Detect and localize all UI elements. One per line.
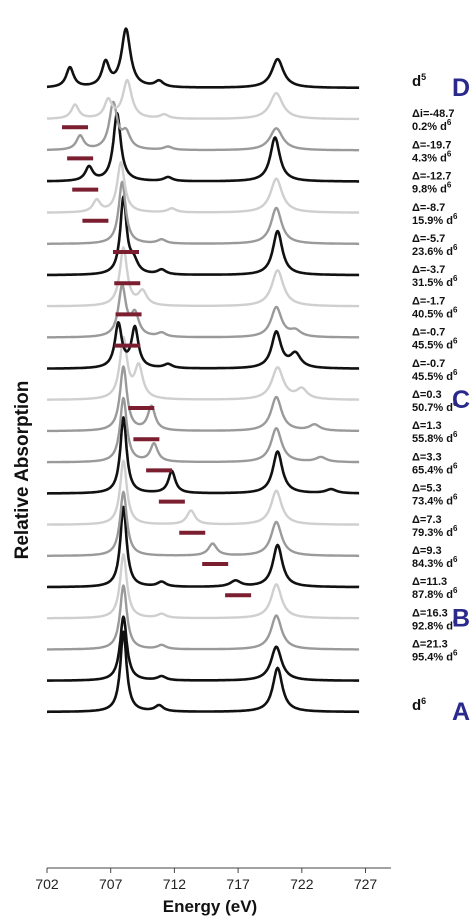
trace-label-1: Δi=-48.7 xyxy=(412,108,454,120)
trace-percent-11: 55.8% d6 xyxy=(412,430,458,445)
trace-label-4: Δ=-8.7 xyxy=(412,202,445,214)
trace-percent-6: 31.5% d6 xyxy=(412,274,458,289)
trace-label-10: Δ=0.3 xyxy=(412,389,442,401)
trace-percent-14: 79.3% d6 xyxy=(412,524,458,539)
spectrum-trace-5 xyxy=(46,180,360,245)
spectrum-trace-6 xyxy=(46,195,360,277)
trace-percent-12: 65.4% d6 xyxy=(412,461,458,476)
spectrum-trace-19 xyxy=(46,615,360,682)
trace-percent-2: 4.3% d6 xyxy=(412,149,452,164)
trace-label-13: Δ=5.3 xyxy=(412,483,442,495)
spectrum-trace-7 xyxy=(46,246,360,308)
trace-percent-8: 45.5% d6 xyxy=(412,337,458,352)
y-axis-label: Relative Absorption xyxy=(12,381,33,560)
trace-label-9: Δ=-0.7 xyxy=(412,358,445,370)
x-tick-label-0: 702 xyxy=(35,876,59,892)
trace-percent-17: 92.8% d6 xyxy=(412,617,458,632)
trace-label-12: Δ=3.3 xyxy=(412,451,442,463)
spectrum-trace-0 xyxy=(46,27,360,89)
x-tick-label-4: 722 xyxy=(290,876,314,892)
trace-percent-18: 95.4% d6 xyxy=(412,649,458,664)
trace-percent-5: 23.6% d6 xyxy=(412,243,458,258)
trace-percent-3: 9.8% d6 xyxy=(412,181,452,196)
x-axis: 702 707 712 717 722 727 xyxy=(35,867,391,892)
x-tick-label-3: 717 xyxy=(226,876,250,892)
panel-letter-3: A xyxy=(452,698,470,726)
spectrum-trace-8 xyxy=(46,283,360,339)
spectrum-trace-2 xyxy=(46,100,360,152)
x-tick-label-2: 712 xyxy=(163,876,187,892)
trace-percent-4: 15.9% d6 xyxy=(412,212,458,227)
trace-label-20: d6 xyxy=(412,696,426,714)
x-tick-label-5: 727 xyxy=(354,876,378,892)
spectrum-trace-3 xyxy=(46,111,360,183)
trace-percent-7: 40.5% d6 xyxy=(412,305,458,320)
trace-label-0: d5 xyxy=(412,72,426,90)
trace-percent-16: 87.8% d6 xyxy=(412,586,458,601)
trace-label-5: Δ=-5.7 xyxy=(412,233,445,245)
trace-label-11: Δ=1.3 xyxy=(412,420,442,432)
spectrum-trace-4 xyxy=(46,161,360,214)
trace-label-16: Δ=11.3 xyxy=(412,576,447,588)
trace-label-15: Δ=9.3 xyxy=(412,545,442,557)
spectrum-trace-17 xyxy=(46,553,360,620)
panel-letter-2: B xyxy=(452,604,470,632)
trace-percent-9: 45.5% d6 xyxy=(412,368,458,383)
spectrum-trace-18 xyxy=(46,584,360,651)
spectrum-trace-15 xyxy=(46,490,360,557)
spectrum-trace-14 xyxy=(46,459,360,526)
spectrum-trace-13 xyxy=(46,416,360,495)
trace-label-3: Δ=-12.7 xyxy=(412,171,451,183)
spectrum-trace-1 xyxy=(46,78,360,121)
trace-percent-13: 73.4% d6 xyxy=(412,493,458,508)
trace-label-2: Δ=-19.7 xyxy=(412,139,451,151)
spectrum-trace-11 xyxy=(46,365,360,433)
spectrum-trace-10 xyxy=(46,335,360,401)
traces-layer xyxy=(46,27,360,714)
spectrum-trace-16 xyxy=(46,505,360,589)
x-tick-label-1: 707 xyxy=(99,876,123,892)
trace-percent-15: 84.3% d6 xyxy=(412,555,458,570)
trace-label-17: Δ=16.3 xyxy=(412,607,448,619)
spectrum-trace-20 xyxy=(46,630,360,714)
x-axis-label: Energy (eV) xyxy=(163,897,257,916)
trace-label-7: Δ=-1.7 xyxy=(412,295,445,307)
panel-letter-1: C xyxy=(452,386,470,414)
trace-label-6: Δ=-3.7 xyxy=(412,264,445,276)
bars-layer xyxy=(62,125,252,598)
trace-percent-1: 0.2% d6 xyxy=(412,118,452,133)
trace-label-14: Δ=7.3 xyxy=(412,514,442,526)
spectrum-trace-9 xyxy=(46,321,360,370)
trace-label-8: Δ=-0.7 xyxy=(412,327,445,339)
trace-label-18: Δ=21.3 xyxy=(412,639,448,651)
labels-layer: d6 Δ=21.395.4% d6 Δ=16.392.8% d6 Δ=11.387.8… xyxy=(412,72,470,726)
trace-percent-10: 50.7% d6 xyxy=(412,399,458,414)
panel-letter-0: D xyxy=(452,74,470,102)
spectrum-trace-12 xyxy=(46,396,360,464)
